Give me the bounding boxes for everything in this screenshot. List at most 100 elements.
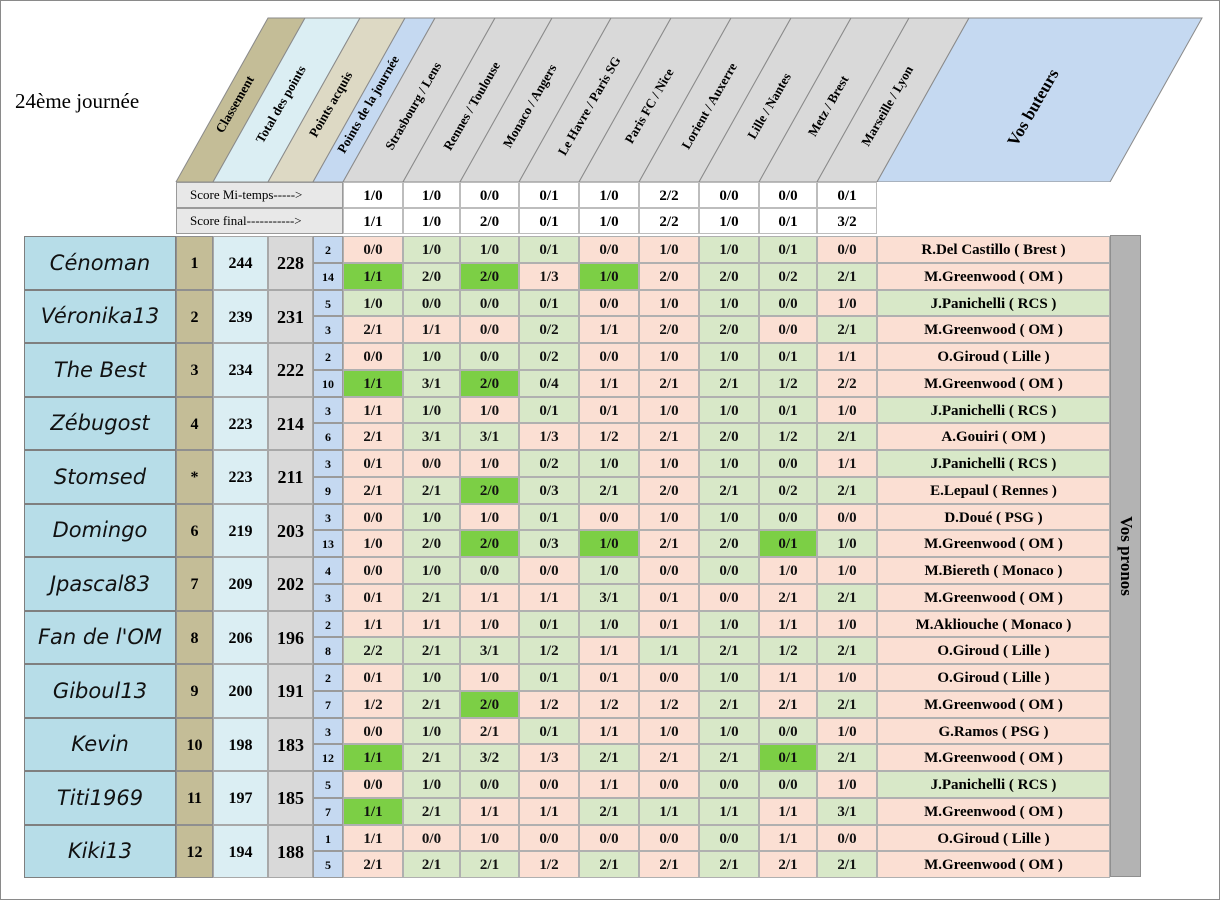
prono-mi-temps: 0/1 bbox=[519, 503, 579, 531]
player-total-points: 194 bbox=[213, 824, 268, 878]
buteur-1: D.Doué ( PSG ) bbox=[877, 503, 1110, 531]
prono-final: 2/1 bbox=[759, 583, 817, 611]
prono-final: 2/0 bbox=[460, 476, 519, 504]
buteur-2: M.Greenwood ( OM ) bbox=[877, 262, 1110, 290]
player-name: Titi1969 bbox=[24, 771, 176, 825]
prono-mi-temps: 1/0 bbox=[699, 503, 759, 531]
prono-final: 2/1 bbox=[403, 744, 460, 771]
prono-mi-temps: 1/0 bbox=[817, 289, 877, 317]
prono-final: 2/1 bbox=[817, 637, 877, 664]
prono-mi-temps: 0/1 bbox=[579, 664, 639, 691]
player-total-points: 200 bbox=[213, 664, 268, 718]
vos-pronos-side-label: Vos pronos bbox=[1110, 235, 1141, 877]
player-points-journee: 9 bbox=[313, 476, 343, 504]
prono-final: 2/0 bbox=[403, 530, 460, 557]
prono-mi-temps: 1/0 bbox=[817, 557, 877, 584]
prono-final: 2/1 bbox=[403, 637, 460, 664]
prono-final: 2/1 bbox=[343, 316, 403, 343]
player-total-points: 198 bbox=[213, 717, 268, 771]
prono-final: 1/0 bbox=[343, 530, 403, 557]
prono-final: 2/0 bbox=[699, 423, 759, 450]
prono-final: 2/1 bbox=[759, 690, 817, 718]
prono-mi-temps: 1/0 bbox=[639, 503, 699, 531]
prono-mi-temps: 0/0 bbox=[343, 717, 403, 745]
player-points-mi-temps: 4 bbox=[313, 557, 343, 584]
prono-final: 2/0 bbox=[460, 369, 519, 397]
prono-mi-temps: 0/1 bbox=[759, 396, 817, 424]
prono-final: 0/2 bbox=[759, 262, 817, 290]
prono-mi-temps: 0/0 bbox=[579, 236, 639, 263]
prono-final: 2/0 bbox=[460, 262, 519, 290]
prono-mi-temps: 0/1 bbox=[519, 664, 579, 691]
player-total-points: 206 bbox=[213, 610, 268, 664]
prono-final: 2/0 bbox=[403, 262, 460, 290]
prono-mi-temps: 1/0 bbox=[403, 664, 460, 691]
prono-final: 2/1 bbox=[817, 851, 877, 878]
prono-final: 2/1 bbox=[817, 262, 877, 290]
prono-mi-temps: 0/0 bbox=[403, 289, 460, 317]
page-title: 24ème journée bbox=[15, 89, 140, 113]
prono-final: 1/2 bbox=[579, 423, 639, 450]
prono-mi-temps: 1/1 bbox=[817, 450, 877, 477]
prono-final: 3/1 bbox=[403, 369, 460, 397]
prono-final: 1/1 bbox=[343, 797, 403, 825]
prono-mi-temps: 1/0 bbox=[639, 289, 699, 317]
prono-final: 2/1 bbox=[579, 851, 639, 878]
player-rank: 1 bbox=[176, 236, 213, 290]
score-mi-cell: 0/1 bbox=[519, 182, 579, 208]
prono-mi-temps: 0/2 bbox=[519, 343, 579, 370]
prono-final: 2/1 bbox=[699, 476, 759, 504]
prono-final: 1/1 bbox=[519, 797, 579, 825]
prono-mi-temps: 1/0 bbox=[817, 664, 877, 691]
prono-final: 0/0 bbox=[460, 316, 519, 343]
prono-mi-temps: 1/1 bbox=[343, 396, 403, 424]
prono-final: 2/1 bbox=[403, 476, 460, 504]
prono-mi-temps: 1/0 bbox=[403, 503, 460, 531]
prono-mi-temps: 1/0 bbox=[403, 771, 460, 798]
prono-mi-temps: 1/0 bbox=[403, 717, 460, 745]
prono-mi-temps: 0/0 bbox=[519, 557, 579, 584]
prono-mi-temps: 1/0 bbox=[699, 343, 759, 370]
player-name: The Best bbox=[24, 343, 176, 397]
prono-final: 2/2 bbox=[343, 637, 403, 664]
prono-final: 2/1 bbox=[699, 637, 759, 664]
player-points-mi-temps: 5 bbox=[313, 289, 343, 317]
prono-mi-temps: 1/0 bbox=[460, 450, 519, 477]
prono-final: 2/1 bbox=[699, 851, 759, 878]
prono-final: 2/1 bbox=[639, 851, 699, 878]
header-buteurs bbox=[876, 17, 1203, 182]
player-name: Giboul13 bbox=[24, 664, 176, 718]
prono-final: 3/1 bbox=[403, 423, 460, 450]
player-points-mi-temps: 3 bbox=[313, 396, 343, 424]
prono-mi-temps: 0/0 bbox=[639, 771, 699, 798]
prono-mi-temps: 1/0 bbox=[579, 557, 639, 584]
buteur-2: A.Gouiri ( OM ) bbox=[877, 423, 1110, 450]
prono-mi-temps: 1/0 bbox=[699, 289, 759, 317]
score-mi-cell: 1/0 bbox=[579, 182, 639, 208]
buteur-1: G.Ramos ( PSG ) bbox=[877, 717, 1110, 745]
score-mi-label: Score Mi-temps-----> bbox=[176, 182, 343, 208]
player-name: Kiki13 bbox=[24, 824, 176, 878]
player-points-acquis: 191 bbox=[268, 664, 313, 718]
prono-mi-temps: 1/0 bbox=[699, 396, 759, 424]
buteur-1: J.Panichelli ( RCS ) bbox=[877, 771, 1110, 798]
prono-final: 1/0 bbox=[817, 530, 877, 557]
prono-mi-temps: 0/0 bbox=[817, 503, 877, 531]
prono-final: 0/3 bbox=[519, 476, 579, 504]
prono-mi-temps: 1/0 bbox=[460, 396, 519, 424]
prono-final: 1/1 bbox=[639, 797, 699, 825]
player-name: Kevin bbox=[24, 717, 176, 771]
player-points-acquis: 211 bbox=[268, 450, 313, 504]
prono-mi-temps: 1/0 bbox=[639, 236, 699, 263]
buteur-1: O.Giroud ( Lille ) bbox=[877, 824, 1110, 852]
prono-final: 0/1 bbox=[759, 530, 817, 557]
prono-mi-temps: 0/1 bbox=[519, 610, 579, 638]
prono-final: 2/1 bbox=[639, 744, 699, 771]
player-rank: 7 bbox=[176, 557, 213, 611]
prono-mi-temps: 0/0 bbox=[460, 289, 519, 317]
player-name: Fan de l'OM bbox=[24, 610, 176, 664]
player-total-points: 197 bbox=[213, 771, 268, 825]
prono-mi-temps: 1/0 bbox=[639, 717, 699, 745]
player-rank: 10 bbox=[176, 717, 213, 771]
player-rank: 11 bbox=[176, 771, 213, 825]
